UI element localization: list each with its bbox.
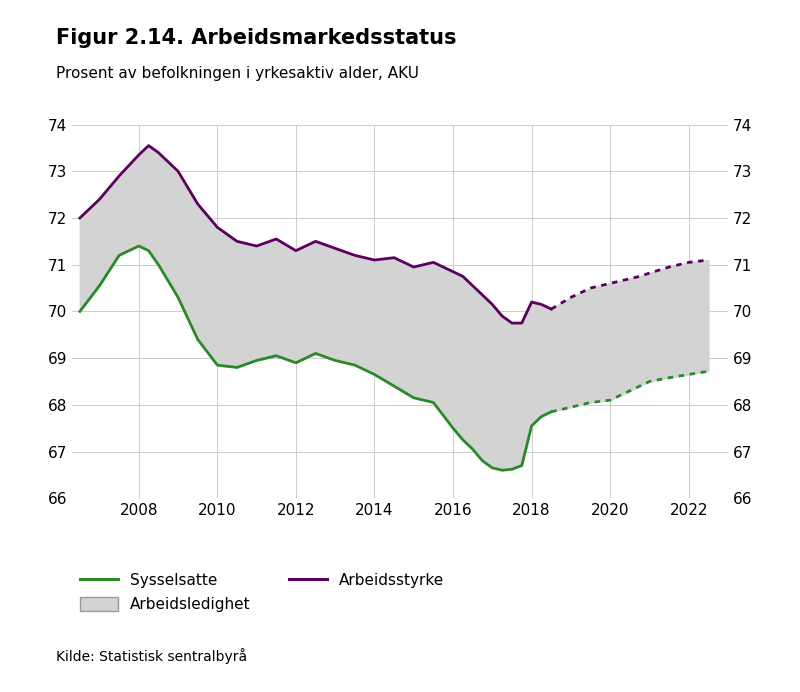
Text: Prosent av befolkningen i yrkesaktiv alder, AKU: Prosent av befolkningen i yrkesaktiv ald…	[56, 66, 419, 81]
Text: Figur 2.14. Arbeidsmarkedsstatus: Figur 2.14. Arbeidsmarkedsstatus	[56, 28, 457, 48]
Text: Kilde: Statistisk sentralbyrå: Kilde: Statistisk sentralbyrå	[56, 648, 247, 664]
Legend: Sysselsatte, Arbeidsledighet, Arbeidsstyrke: Sysselsatte, Arbeidsledighet, Arbeidssty…	[80, 573, 445, 612]
